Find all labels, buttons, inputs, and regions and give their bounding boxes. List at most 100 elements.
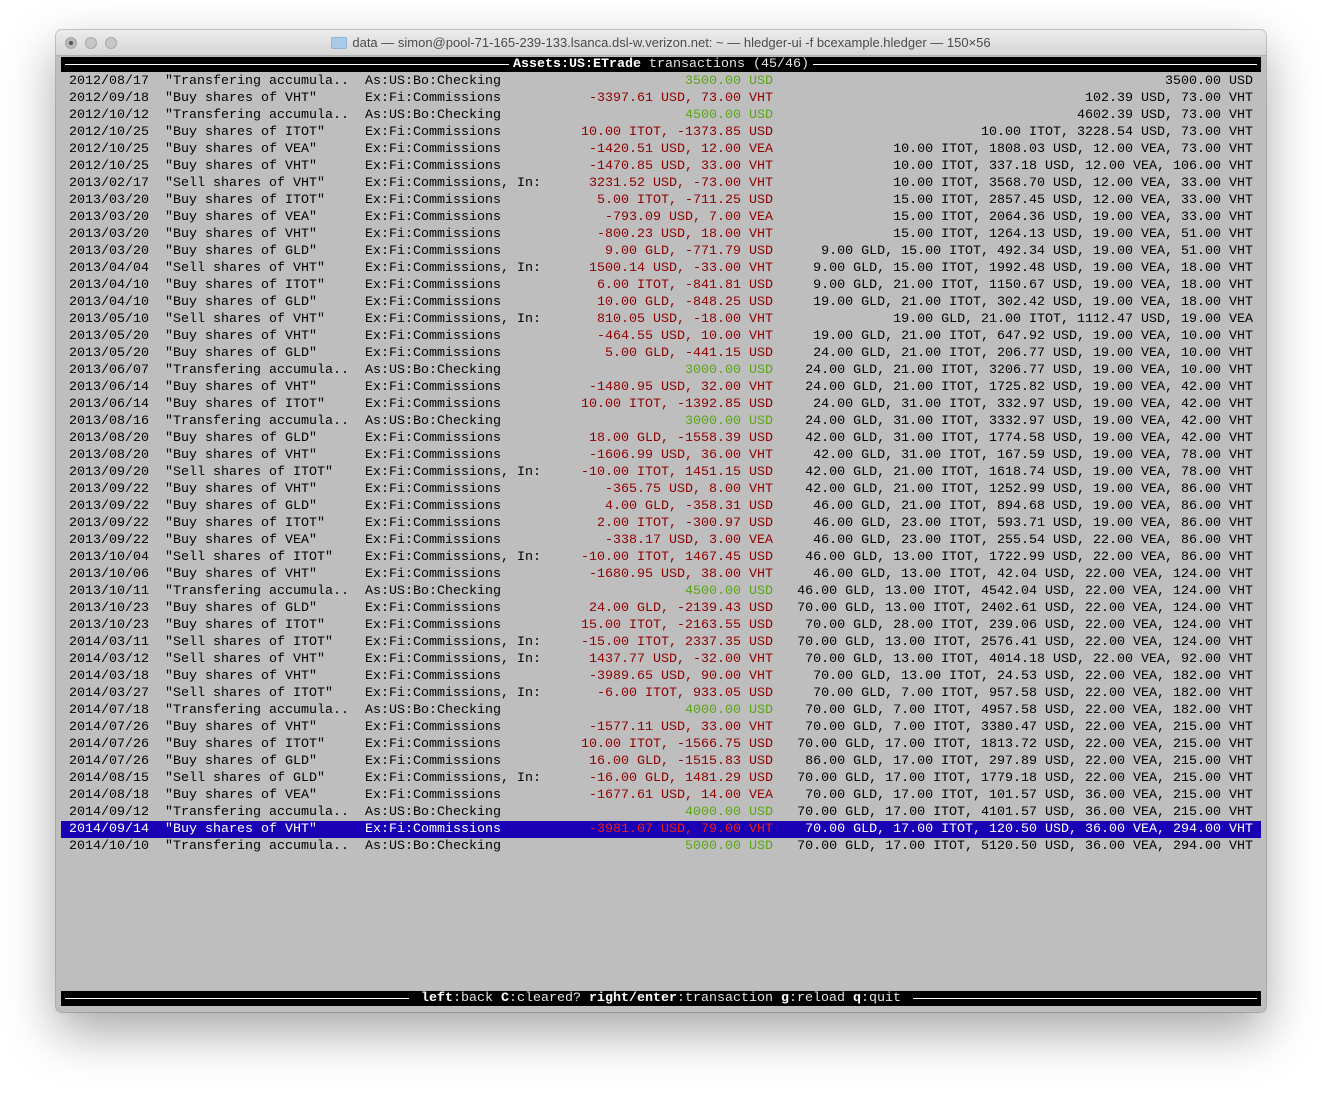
cell-account: As:US:Bo:Checking — [365, 363, 501, 378]
cell-amount: 3500.00 USD — [685, 74, 773, 89]
zoom-button[interactable] — [105, 37, 117, 49]
table-row[interactable]: 2012/08/17 "Transfering accumula.. As:US:B… — [61, 73, 1261, 90]
table-row[interactable]: 2013/10/23 "Buy shares of ITOT" Ex:Fi:Comm… — [61, 617, 1261, 634]
table-row[interactable]: 2013/03/20 "Buy shares of VEA" Ex:Fi:Commi… — [61, 209, 1261, 226]
cell-description: "Buy shares of VHT" — [165, 91, 317, 106]
cell-description: "Buy shares of GLD" — [165, 431, 317, 446]
cell-amount: 4500.00 USD — [685, 584, 773, 599]
cell-balance: 24.00 GLD, 31.00 ITOT, 3332.97 USD, 19.0… — [805, 414, 1253, 429]
transaction-list[interactable]: 2012/08/17 "Transfering accumula.. As:US:B… — [61, 73, 1261, 855]
terminal-content[interactable]: Assets:US:ETrade transactions (45/46) 20… — [61, 56, 1261, 1010]
cell-balance: 70.00 GLD, 17.00 ITOT, 5120.50 USD, 36.0… — [797, 839, 1253, 854]
table-row[interactable]: 2014/09/12 "Transfering accumula.. As:US:B… — [61, 804, 1261, 821]
table-row[interactable]: 2012/10/12 "Transfering accumula.. As:US:B… — [61, 107, 1261, 124]
table-row[interactable]: 2013/06/07 "Transfering accumula.. As:US:B… — [61, 362, 1261, 379]
table-row[interactable]: 2014/07/18 "Transfering accumula.. As:US:B… — [61, 702, 1261, 719]
table-row[interactable]: 2013/09/22 "Buy shares of VHT" Ex:Fi:Commi… — [61, 481, 1261, 498]
cell-amount: -365.75 USD, 8.00 VHT — [605, 482, 773, 497]
cell-date: 2013/08/20 — [69, 431, 149, 446]
table-row[interactable]: 2013/10/11 "Transfering accumula.. As:US:B… — [61, 583, 1261, 600]
cell-balance: 3500.00 USD — [1165, 74, 1253, 89]
cell-description: "Buy shares of GLD" — [165, 244, 317, 259]
table-row[interactable]: 2013/04/10 "Buy shares of GLD" Ex:Fi:Commi… — [61, 294, 1261, 311]
table-row[interactable]: 2013/08/20 "Buy shares of GLD" Ex:Fi:Commi… — [61, 430, 1261, 447]
table-row[interactable]: 2014/08/15 "Sell shares of GLD" Ex:Fi:Comm… — [61, 770, 1261, 787]
cell-date: 2013/06/14 — [69, 380, 149, 395]
table-row[interactable]: 2014/03/11 "Sell shares of ITOT" Ex:Fi:Com… — [61, 634, 1261, 651]
cell-amount: 5.00 ITOT, -711.25 USD — [597, 193, 773, 208]
table-row[interactable]: 2014/07/26 "Buy shares of ITOT" Ex:Fi:Comm… — [61, 736, 1261, 753]
table-row[interactable]: 2013/03/20 "Buy shares of ITOT" Ex:Fi:Comm… — [61, 192, 1261, 209]
cell-account: Ex:Fi:Commissions — [365, 533, 501, 548]
table-row[interactable]: 2014/07/26 "Buy shares of GLD" Ex:Fi:Commi… — [61, 753, 1261, 770]
cell-balance: 70.00 GLD, 17.00 ITOT, 1779.18 USD, 22.0… — [797, 771, 1253, 786]
table-row[interactable]: 2014/03/12 "Sell shares of VHT" Ex:Fi:Comm… — [61, 651, 1261, 668]
table-row[interactable]: 2013/08/16 "Transfering accumula.. As:US:B… — [61, 413, 1261, 430]
table-row-selected[interactable]: 2014/09/14 "Buy shares of VHT" Ex:Fi:Commi… — [61, 821, 1261, 838]
table-row[interactable]: 2013/04/04 "Sell shares of VHT" Ex:Fi:Comm… — [61, 260, 1261, 277]
table-row[interactable]: 2013/10/06 "Buy shares of VHT" Ex:Fi:Commi… — [61, 566, 1261, 583]
cell-description: "Buy shares of VHT" — [165, 227, 317, 242]
table-row[interactable]: 2013/03/20 "Buy shares of GLD" Ex:Fi:Commi… — [61, 243, 1261, 260]
cell-date: 2013/10/23 — [69, 618, 149, 633]
cell-balance: 70.00 GLD, 17.00 ITOT, 120.50 USD, 36.00… — [805, 822, 1253, 837]
table-row[interactable]: 2013/05/20 "Buy shares of GLD" Ex:Fi:Commi… — [61, 345, 1261, 362]
table-row[interactable]: 2013/09/22 "Buy shares of GLD" Ex:Fi:Commi… — [61, 498, 1261, 515]
cell-description: "Sell shares of GLD" — [165, 771, 325, 786]
table-row[interactable]: 2012/10/25 "Buy shares of VHT" Ex:Fi:Commi… — [61, 158, 1261, 175]
table-row[interactable]: 2013/05/20 "Buy shares of VHT" Ex:Fi:Commi… — [61, 328, 1261, 345]
cell-balance: 70.00 GLD, 7.00 ITOT, 3380.47 USD, 22.00… — [805, 720, 1253, 735]
table-row[interactable]: 2012/10/25 "Buy shares of VEA" Ex:Fi:Commi… — [61, 141, 1261, 158]
shortcut-key: left — [421, 991, 454, 1006]
table-row[interactable]: 2014/07/26 "Buy shares of VHT" Ex:Fi:Commi… — [61, 719, 1261, 736]
table-row[interactable]: 2013/09/22 "Buy shares of VEA" Ex:Fi:Commi… — [61, 532, 1261, 549]
cell-amount: -1677.61 USD, 14.00 VEA — [589, 788, 773, 803]
table-row[interactable]: 2013/03/20 "Buy shares of VHT" Ex:Fi:Commi… — [61, 226, 1261, 243]
cell-description: "Sell shares of ITOT" — [165, 635, 333, 650]
table-row[interactable]: 2013/06/14 "Buy shares of ITOT" Ex:Fi:Comm… — [61, 396, 1261, 413]
cell-description: "Buy shares of VHT" — [165, 822, 317, 837]
cell-account: As:US:Bo:Checking — [365, 414, 501, 429]
cell-balance: 70.00 GLD, 13.00 ITOT, 24.53 USD, 22.00 … — [813, 669, 1253, 684]
cell-account: Ex:Fi:Commissions — [365, 397, 501, 412]
cell-balance: 70.00 GLD, 13.00 ITOT, 4014.18 USD, 22.0… — [805, 652, 1253, 667]
table-row[interactable]: 2013/10/04 "Sell shares of ITOT" Ex:Fi:Com… — [61, 549, 1261, 566]
table-row[interactable]: 2013/10/23 "Buy shares of GLD" Ex:Fi:Commi… — [61, 600, 1261, 617]
cell-amount: 10.00 ITOT, -1392.85 USD — [581, 397, 773, 412]
shortcut-action: quit — [868, 991, 901, 1006]
cell-account: Ex:Fi:Commissions — [365, 788, 501, 803]
table-row[interactable]: 2014/03/27 "Sell shares of ITOT" Ex:Fi:Com… — [61, 685, 1261, 702]
table-row[interactable]: 2013/04/10 "Buy shares of ITOT" Ex:Fi:Comm… — [61, 277, 1261, 294]
table-row[interactable]: 2012/09/18 "Buy shares of VHT" Ex:Fi:Commi… — [61, 90, 1261, 107]
cell-amount: 6.00 ITOT, -841.81 USD — [597, 278, 773, 293]
cell-amount: -1606.99 USD, 36.00 VHT — [589, 448, 773, 463]
table-row[interactable]: 2013/09/20 "Sell shares of ITOT" Ex:Fi:Com… — [61, 464, 1261, 481]
table-row[interactable]: 2012/10/25 "Buy shares of ITOT" Ex:Fi:Comm… — [61, 124, 1261, 141]
cell-balance: 70.00 GLD, 13.00 ITOT, 2576.41 USD, 22.0… — [797, 635, 1253, 650]
cell-description: "Buy shares of VHT" — [165, 329, 317, 344]
table-row[interactable]: 2013/08/20 "Buy shares of VHT" Ex:Fi:Commi… — [61, 447, 1261, 464]
table-row[interactable]: 2014/08/18 "Buy shares of VEA" Ex:Fi:Commi… — [61, 787, 1261, 804]
cell-description: "Transfering accumula.. — [165, 805, 349, 820]
table-row[interactable]: 2013/09/22 "Buy shares of ITOT" Ex:Fi:Comm… — [61, 515, 1261, 532]
table-row[interactable]: 2014/03/18 "Buy shares of VHT" Ex:Fi:Commi… — [61, 668, 1261, 685]
close-button[interactable] — [65, 37, 77, 49]
cell-amount: -1470.85 USD, 33.00 VHT — [589, 159, 773, 174]
cell-description: "Transfering accumula.. — [165, 363, 349, 378]
cell-balance: 86.00 GLD, 17.00 ITOT, 297.89 USD, 22.00… — [805, 754, 1253, 769]
cell-amount: 5.00 GLD, -441.15 USD — [605, 346, 773, 361]
cell-account: Ex:Fi:Commissions, In:.. — [365, 686, 541, 701]
minimize-button[interactable] — [85, 37, 97, 49]
cell-description: "Sell shares of ITOT" — [165, 686, 333, 701]
cell-description: "Transfering accumula.. — [165, 108, 349, 123]
cell-account: Ex:Fi:Commissions — [365, 227, 501, 242]
shortcut-action: reload — [796, 991, 845, 1006]
shortcut-action: cleared? — [517, 991, 582, 1006]
cell-date: 2012/10/25 — [69, 142, 149, 157]
cell-date: 2014/09/14 — [69, 822, 149, 837]
table-row[interactable]: 2013/05/10 "Sell shares of VHT" Ex:Fi:Comm… — [61, 311, 1261, 328]
cell-date: 2012/08/17 — [69, 74, 149, 89]
table-row[interactable]: 2013/06/14 "Buy shares of VHT" Ex:Fi:Commi… — [61, 379, 1261, 396]
table-row[interactable]: 2014/10/10 "Transfering accumula.. As:US:B… — [61, 838, 1261, 855]
table-row[interactable]: 2013/02/17 "Sell shares of VHT" Ex:Fi:Comm… — [61, 175, 1261, 192]
